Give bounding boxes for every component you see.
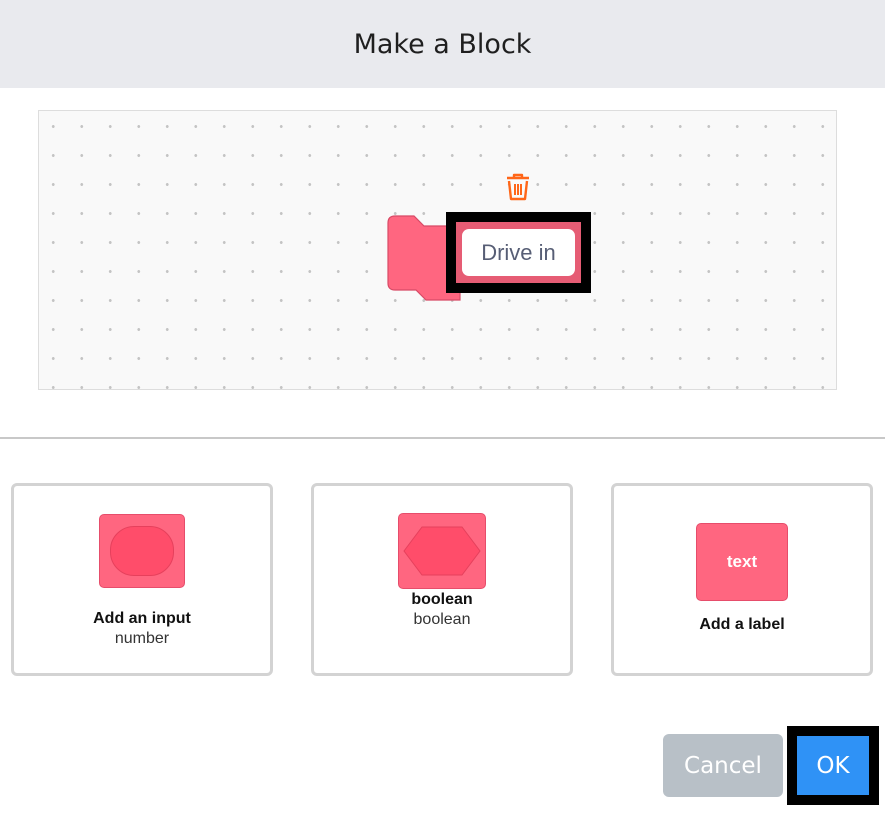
add-label-button[interactable]: text Add a label — [611, 483, 873, 676]
add-boolean-input-button[interactable]: boolean boolean — [311, 483, 573, 676]
option-title: Add a label — [699, 616, 785, 633]
cancel-button[interactable]: Cancel — [663, 734, 783, 797]
add-number-input-button[interactable]: Add an input number — [11, 483, 273, 676]
dialog-title: Make a Block — [353, 28, 532, 60]
block-label-input[interactable]: Drive in — [462, 229, 575, 276]
round-input-icon — [99, 514, 185, 588]
dialog-header: Make a Block — [0, 0, 885, 88]
trash-icon[interactable] — [504, 172, 532, 202]
option-title: Add an input — [93, 610, 191, 627]
option-subtitle: boolean — [413, 611, 471, 628]
custom-block-shape[interactable] — [386, 213, 466, 303]
option-subtitle: number — [114, 630, 170, 647]
divider — [0, 437, 885, 439]
text-label-icon: text — [696, 523, 788, 601]
block-label-highlight: Drive in — [446, 212, 591, 293]
hexagon-input-icon — [398, 513, 486, 589]
option-title: boolean — [411, 591, 473, 608]
ok-button[interactable]: OK — [787, 726, 879, 805]
